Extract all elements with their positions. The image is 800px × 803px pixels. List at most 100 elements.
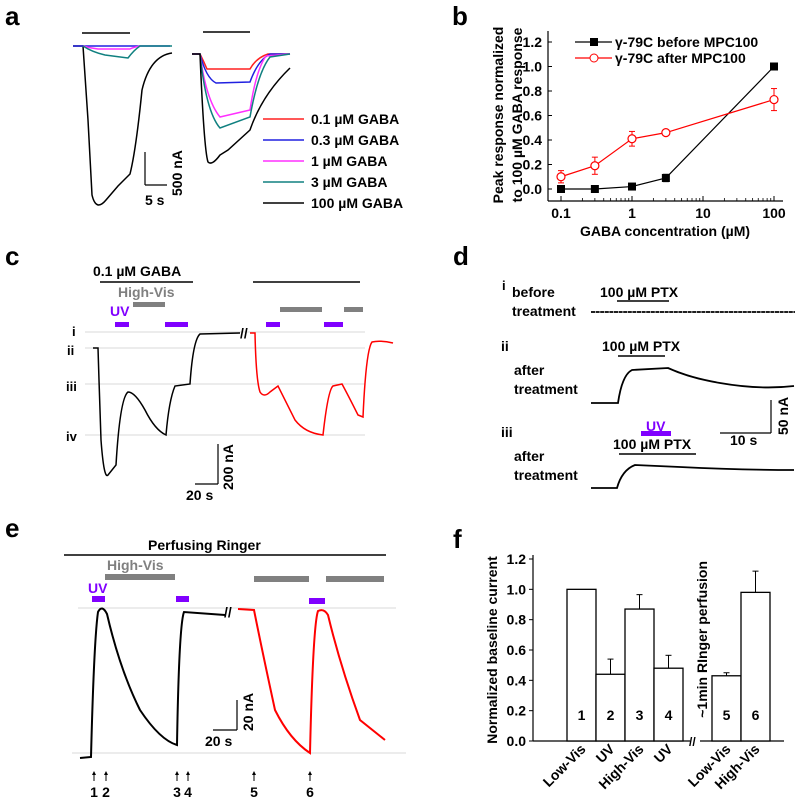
scale-label-x: 5 s [145,192,165,208]
highvis-bar [326,576,384,582]
data-point [556,172,566,182]
panel-label-a: a [5,1,20,31]
panel-b: b 0.0 0.2 0.4 0.6 0.8 1.0 1.2 0.1 1 10 100 GABA con… [452,1,786,239]
row-ii-roman: ii [501,338,509,354]
scale-label-x: 20 s [186,487,213,503]
trace-right-3uM [199,53,291,129]
arrow-head [186,771,190,775]
y-axis-label-line1: Peak response normalized [490,27,506,204]
trace-c-after [250,332,394,436]
series-line [561,66,775,190]
row-i-roman: i [502,278,506,293]
level-label-iii: iii [66,379,77,394]
trace-e-after [237,608,386,755]
break-mark: // [240,325,248,341]
highvis-label: High-Vis [118,284,175,300]
gaba-label: 0.1 µM GABA [93,263,181,279]
trace-right-100uM [192,53,291,164]
legend-label: 0.3 µM GABA [311,132,399,148]
y-tick-label: 1.2 [523,34,543,50]
legend-label: 3 µM GABA [311,174,388,190]
bar [624,608,655,742]
data-point [769,94,779,105]
legend-label: γ-79C after MPC100 [615,50,746,66]
data-point [557,185,565,193]
trace-left-100uM [73,45,173,206]
data-point [628,182,636,191]
marker-label: 6 [306,784,314,800]
legend-label: 0.1 µM GABA [311,111,399,127]
level-label-iv: iv [66,429,78,444]
arrow-head [308,771,312,775]
row-i-cond1: before [512,284,555,300]
bar [653,667,684,742]
arrow-head [92,771,96,775]
row-ii-cond1: after [514,362,545,378]
panel-d: d i before treatment 100 µM PTX ii 100 µ… [453,241,795,489]
y-tick-label: 0.6 [523,108,543,124]
level-label-ii: ii [67,343,74,358]
scale-label-y: 500 nA [169,150,185,196]
y-tick-label: 0.2 [507,703,527,719]
row-ii-cond2: treatment [514,381,578,397]
y-tick-label: 1.2 [507,551,527,567]
trace-right-1uM [199,53,291,118]
level-label-i: i [72,324,76,339]
y-tick-label: 0.8 [523,83,543,99]
highvis-label: High-Vis [107,557,164,573]
trace-left-1uM [82,45,141,50]
annotation: ~1min RInger perfusion [694,561,710,718]
legend-label: 100 µM GABA [311,195,403,211]
data-point [770,62,778,71]
panel-label-d: d [453,241,469,271]
x-tick-label: 10 [695,205,711,221]
chart-b: 0.0 0.2 0.4 0.6 0.8 1.0 1.2 0.1 1 10 100 GABA conce… [490,27,786,239]
highvis-bar [254,576,309,582]
uv-bar [641,431,671,436]
legend-marker [590,38,598,46]
data-point [627,134,637,144]
x-tick-label: Low-Vis [540,741,589,790]
legend-label: γ-79C before MPC100 [615,34,758,50]
x-tick-label: 0.1 [551,205,571,221]
marker-label: 5 [250,784,258,800]
uv-bar [115,322,129,327]
arrow-head [252,771,256,775]
bar [740,591,771,742]
marker-label: 2 [102,784,110,800]
row-iii-cond2: treatment [514,467,578,483]
highvis-bar [344,307,363,312]
y-tick-label: 0.0 [507,733,527,749]
bar-number: 5 [723,707,731,723]
y-tick-label: 0.4 [507,672,527,688]
trace-c-before [93,332,241,477]
scale-label-x: 10 s [730,432,757,448]
y-tick-label: 0.0 [523,181,543,197]
uv-bar [309,598,325,604]
trace-d-iii [591,464,795,489]
uv-label: UV [88,580,108,596]
row-i-drug: 100 µM PTX [600,284,679,300]
y-tick-label: 0.2 [523,157,543,173]
bar-number: 4 [665,707,673,723]
y-tick-label: 1.0 [507,581,527,597]
data-point [590,185,599,193]
x-tick-label: UV [651,740,677,766]
x-tick-label: 1 [628,205,636,221]
highvis-bar [105,574,175,580]
trace-e-before [79,607,226,759]
trace-d-ii [591,367,795,404]
uv-bar [324,322,343,327]
y-tick-label: 0.4 [523,132,543,148]
row-iii-cond1: after [514,448,545,464]
chart-f: // 0.0 0.2 0.4 0.6 0.8 1.0 1.2 Normalized baseli… [484,551,784,792]
ringer-label: Perfusing Ringer [148,537,261,553]
uv-label: UV [646,418,666,434]
data-point [661,128,671,138]
uv-bar [176,596,189,602]
legend-marker [589,53,599,63]
panel-label-e: e [5,513,19,543]
trace-right-0.1uM [192,53,290,70]
